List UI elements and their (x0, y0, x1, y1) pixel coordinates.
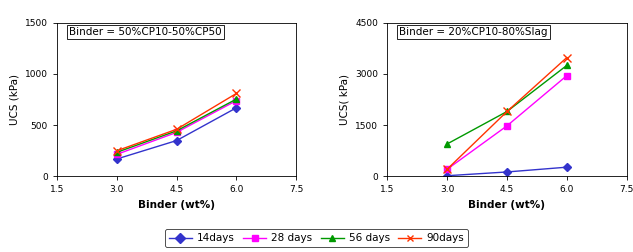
Text: Binder = 50%CP10-50%CP50: Binder = 50%CP10-50%CP50 (69, 27, 222, 37)
X-axis label: Binder (wt%): Binder (wt%) (468, 200, 546, 210)
X-axis label: Binder (wt%): Binder (wt%) (138, 200, 215, 210)
Legend: 14days, 28 days, 56 days, 90days: 14days, 28 days, 56 days, 90days (165, 229, 468, 247)
Y-axis label: UCS( kPa): UCS( kPa) (340, 74, 349, 125)
Text: Binder = 20%CP10-80%Slag: Binder = 20%CP10-80%Slag (399, 27, 548, 37)
Y-axis label: UCS (kPa): UCS (kPa) (9, 74, 20, 125)
